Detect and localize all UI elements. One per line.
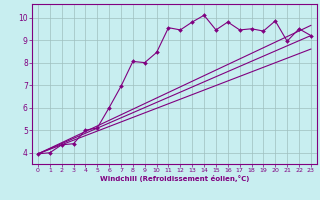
X-axis label: Windchill (Refroidissement éolien,°C): Windchill (Refroidissement éolien,°C) <box>100 175 249 182</box>
